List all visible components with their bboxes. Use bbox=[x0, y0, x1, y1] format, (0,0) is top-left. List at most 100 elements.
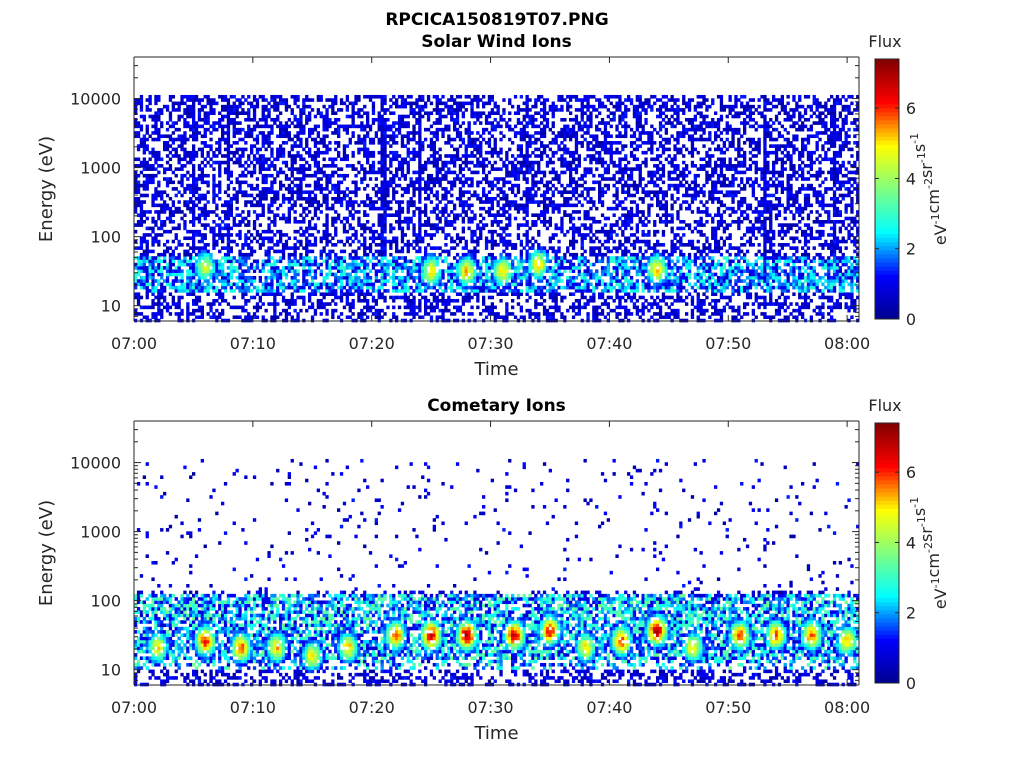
heatmap-cell bbox=[455, 173, 460, 178]
heatmap-cell bbox=[192, 213, 196, 218]
heatmap-cell bbox=[484, 164, 489, 168]
heatmap-cell bbox=[183, 154, 187, 158]
heatmap-cell bbox=[380, 226, 384, 231]
heatmap-cell bbox=[255, 177, 260, 181]
heatmap-cell bbox=[484, 285, 489, 290]
heatmap-cell bbox=[337, 190, 341, 194]
heatmap-cell bbox=[328, 269, 332, 273]
heatmap-cell bbox=[264, 180, 268, 185]
heatmap-cell bbox=[247, 246, 251, 250]
heatmap-cell bbox=[389, 239, 393, 244]
heatmap-cell bbox=[331, 266, 335, 270]
heatmap-cell bbox=[409, 275, 413, 280]
heatmap-cell bbox=[496, 167, 500, 171]
heatmap-cell bbox=[395, 150, 399, 155]
heatmap-cell bbox=[438, 183, 442, 188]
heatmap-cell bbox=[447, 252, 451, 257]
heatmap-cell bbox=[186, 104, 190, 109]
heatmap-cell bbox=[290, 160, 294, 165]
heatmap-cell bbox=[151, 285, 155, 290]
heatmap-cell bbox=[168, 256, 173, 260]
heatmap-cell bbox=[429, 101, 434, 106]
heatmap-cell bbox=[406, 154, 410, 158]
heatmap-cell bbox=[339, 108, 344, 112]
heatmap-cell bbox=[397, 177, 402, 181]
heatmap-cell bbox=[279, 111, 283, 115]
heatmap-cell bbox=[482, 137, 486, 142]
heatmap-cell bbox=[264, 98, 268, 102]
heatmap-cell bbox=[142, 262, 146, 267]
heatmap-cell bbox=[380, 124, 384, 129]
heatmap-cell bbox=[418, 180, 422, 185]
heatmap-cell bbox=[250, 289, 254, 293]
heatmap-cell bbox=[371, 289, 376, 293]
heatmap-cell bbox=[351, 285, 355, 290]
heatmap-cell bbox=[377, 170, 381, 175]
heatmap-cell bbox=[383, 298, 387, 303]
heatmap-cell bbox=[151, 167, 155, 171]
heatmap-cell bbox=[284, 285, 289, 290]
heatmap-cell bbox=[221, 269, 225, 273]
heatmap-cell bbox=[322, 302, 326, 306]
heatmap-cell bbox=[165, 282, 170, 287]
heatmap-cell bbox=[302, 101, 306, 106]
heatmap-cell bbox=[525, 196, 529, 201]
heatmap-cell bbox=[513, 206, 518, 211]
heatmap-cell bbox=[226, 121, 231, 125]
heatmap-cell bbox=[493, 229, 497, 234]
heatmap-cell bbox=[241, 252, 245, 257]
heatmap-cell bbox=[305, 236, 309, 241]
heatmap-cell bbox=[287, 104, 291, 109]
heatmap-cell bbox=[305, 206, 309, 211]
heatmap-cell bbox=[293, 272, 297, 277]
heatmap-cell bbox=[519, 262, 523, 267]
heatmap-cell bbox=[189, 236, 193, 241]
heatmap-cell bbox=[337, 315, 341, 320]
heatmap-cell bbox=[455, 252, 460, 257]
heatmap-cell bbox=[490, 196, 494, 201]
heatmap-cell bbox=[331, 285, 335, 290]
heatmap-cell bbox=[380, 117, 384, 122]
heatmap-cell bbox=[264, 308, 268, 313]
heatmap-cell bbox=[508, 252, 512, 257]
heatmap-cell bbox=[334, 266, 338, 270]
heatmap-cell bbox=[145, 193, 149, 198]
heatmap-cell bbox=[247, 193, 251, 198]
heatmap-cell bbox=[392, 196, 396, 201]
heatmap-cell bbox=[136, 164, 141, 168]
heatmap-cell bbox=[528, 308, 532, 313]
heatmap-cell bbox=[255, 285, 260, 290]
heatmap-cell bbox=[380, 233, 384, 237]
heatmap-cell bbox=[418, 210, 422, 214]
heatmap-cell bbox=[139, 164, 144, 168]
heatmap-cell bbox=[380, 279, 384, 283]
heatmap-cell bbox=[192, 272, 196, 277]
heatmap-cell bbox=[206, 160, 210, 165]
heatmap-cell bbox=[319, 177, 323, 181]
heatmap-cell bbox=[255, 259, 260, 264]
heatmap-cell bbox=[458, 282, 463, 287]
heatmap-cell bbox=[226, 150, 231, 155]
heatmap-cell bbox=[284, 298, 289, 303]
heatmap-cell bbox=[325, 196, 329, 201]
heatmap-cell bbox=[484, 210, 489, 214]
heatmap-cell bbox=[255, 187, 260, 191]
heatmap-cell bbox=[273, 243, 277, 247]
heatmap-cell bbox=[511, 160, 515, 165]
heatmap-cell bbox=[197, 147, 202, 152]
heatmap-cell bbox=[380, 220, 384, 224]
heatmap-cell bbox=[284, 101, 289, 106]
heatmap-cell bbox=[461, 154, 465, 158]
heatmap-cell bbox=[148, 305, 152, 310]
heatmap-cell bbox=[351, 117, 355, 122]
heatmap-cell bbox=[441, 229, 445, 234]
heatmap-cell bbox=[299, 295, 303, 300]
heatmap-cell bbox=[447, 108, 451, 112]
heatmap-cell bbox=[261, 108, 265, 112]
heatmap-cell bbox=[299, 196, 303, 201]
heatmap-cell bbox=[444, 302, 448, 306]
heatmap-cell bbox=[525, 114, 529, 119]
heatmap-cell bbox=[279, 147, 283, 152]
heatmap-cell bbox=[490, 308, 494, 313]
heatmap-cell bbox=[415, 117, 419, 122]
